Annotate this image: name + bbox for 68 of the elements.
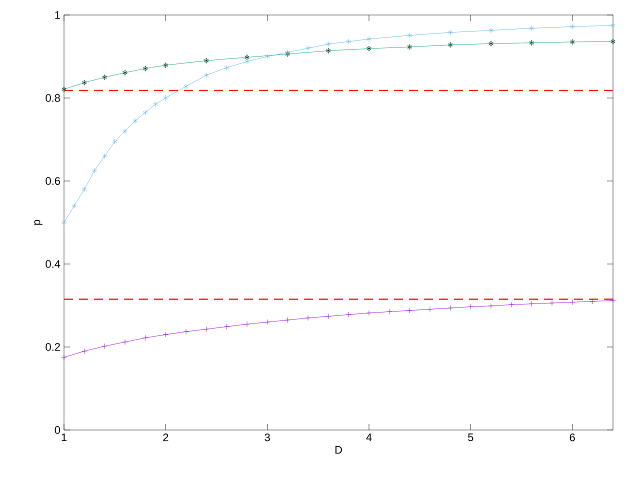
point bbox=[153, 101, 158, 108]
y-tick-label: 0.6 bbox=[46, 177, 60, 185]
point bbox=[82, 186, 87, 192]
point bbox=[204, 326, 210, 332]
point bbox=[284, 317, 290, 323]
point bbox=[72, 203, 77, 209]
x-tick-label: 2 bbox=[163, 434, 168, 442]
point bbox=[529, 25, 534, 32]
point bbox=[122, 339, 128, 345]
point bbox=[488, 28, 494, 34]
y-tick-label: 0.8 bbox=[46, 94, 60, 102]
point bbox=[468, 304, 474, 310]
point bbox=[132, 118, 138, 124]
y-tick-label: 0 bbox=[54, 426, 60, 434]
point bbox=[326, 313, 332, 320]
point bbox=[163, 95, 168, 101]
point bbox=[406, 308, 412, 314]
point bbox=[610, 298, 616, 304]
x-tick-label: 5 bbox=[468, 434, 474, 442]
x-axis-title: D bbox=[335, 446, 342, 454]
point bbox=[366, 36, 372, 42]
point bbox=[306, 45, 310, 51]
point bbox=[122, 128, 128, 134]
point bbox=[305, 315, 311, 321]
point bbox=[508, 302, 514, 308]
point bbox=[112, 138, 118, 144]
point bbox=[244, 58, 250, 64]
point bbox=[244, 321, 250, 327]
point bbox=[590, 298, 596, 304]
point bbox=[528, 301, 534, 307]
point bbox=[407, 32, 412, 38]
point bbox=[204, 72, 209, 78]
point bbox=[82, 348, 88, 354]
point bbox=[346, 312, 352, 318]
point bbox=[142, 110, 148, 116]
point bbox=[264, 319, 270, 325]
point bbox=[264, 54, 270, 60]
point bbox=[488, 303, 494, 309]
point bbox=[366, 310, 372, 316]
point bbox=[162, 332, 168, 338]
point bbox=[224, 64, 230, 70]
point bbox=[386, 308, 392, 315]
point bbox=[224, 324, 230, 330]
point bbox=[448, 30, 453, 36]
y-tick-label: 0.2 bbox=[46, 343, 60, 351]
x-tick-label: 1 bbox=[62, 434, 67, 442]
point bbox=[183, 328, 189, 334]
point bbox=[549, 300, 555, 306]
point bbox=[427, 306, 433, 312]
point bbox=[61, 354, 67, 360]
x-tick-label: 3 bbox=[264, 434, 270, 442]
point bbox=[102, 153, 108, 159]
point bbox=[92, 168, 97, 174]
point bbox=[448, 305, 454, 311]
point bbox=[184, 84, 188, 90]
point bbox=[142, 335, 148, 341]
x-tick-label: 6 bbox=[570, 434, 575, 442]
point bbox=[62, 220, 66, 226]
x-tick-label: 4 bbox=[366, 434, 372, 442]
point bbox=[570, 24, 575, 30]
point bbox=[326, 41, 331, 47]
y-tick-label: 1 bbox=[55, 11, 60, 19]
point bbox=[570, 299, 576, 305]
y-tick-label: 0.4 bbox=[46, 260, 60, 268]
point bbox=[102, 343, 108, 349]
point bbox=[346, 38, 352, 44]
point bbox=[610, 22, 616, 28]
y-axis-title: p bbox=[34, 220, 42, 225]
